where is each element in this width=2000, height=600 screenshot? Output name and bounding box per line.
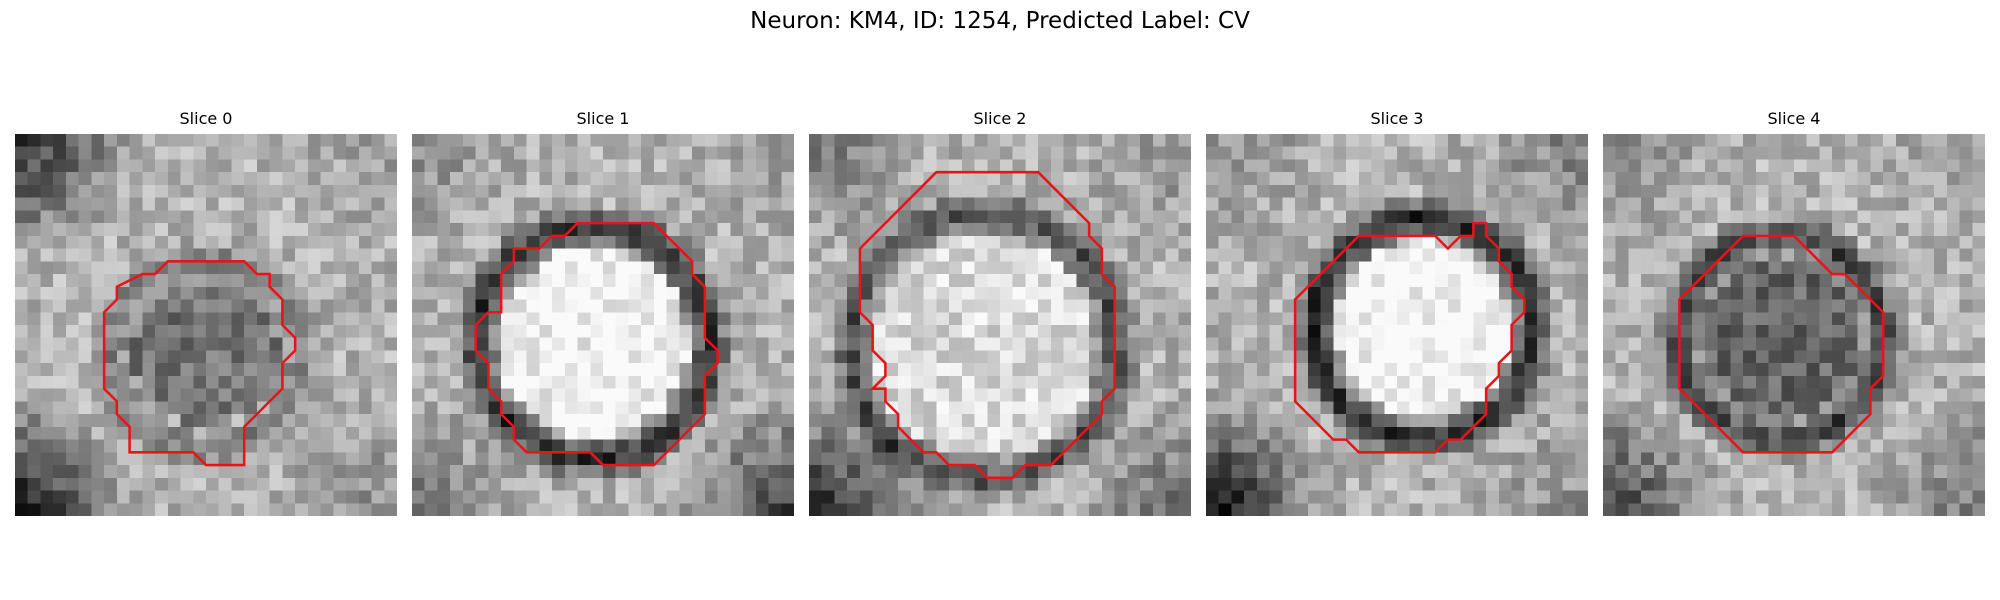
roi-contour bbox=[858, 170, 1116, 480]
slice-0-title: Slice 0 bbox=[179, 109, 233, 128]
roi-contour bbox=[102, 260, 297, 467]
figure-title: Neuron: KM4, ID: 1254, Predicted Label: … bbox=[750, 8, 1250, 34]
pixel-grid bbox=[15, 134, 397, 516]
slice-1-title: Slice 1 bbox=[576, 109, 630, 128]
pixel-grid bbox=[1603, 134, 1985, 516]
pixel-grid bbox=[809, 134, 1191, 516]
slice-0-image bbox=[15, 134, 397, 516]
roi-contour bbox=[474, 221, 719, 467]
pixel-grid bbox=[1206, 134, 1588, 516]
slice-2-title: Slice 2 bbox=[973, 109, 1027, 128]
pixel-grid bbox=[412, 134, 794, 516]
slice-1-image bbox=[412, 134, 794, 516]
roi-contour bbox=[1678, 234, 1885, 454]
roi-contour bbox=[1293, 221, 1526, 454]
slice-4-title: Slice 4 bbox=[1767, 109, 1821, 128]
slice-3-image bbox=[1206, 134, 1588, 516]
slice-3-title: Slice 3 bbox=[1370, 109, 1424, 128]
slice-4-image bbox=[1603, 134, 1985, 516]
slice-2-image bbox=[809, 134, 1191, 516]
